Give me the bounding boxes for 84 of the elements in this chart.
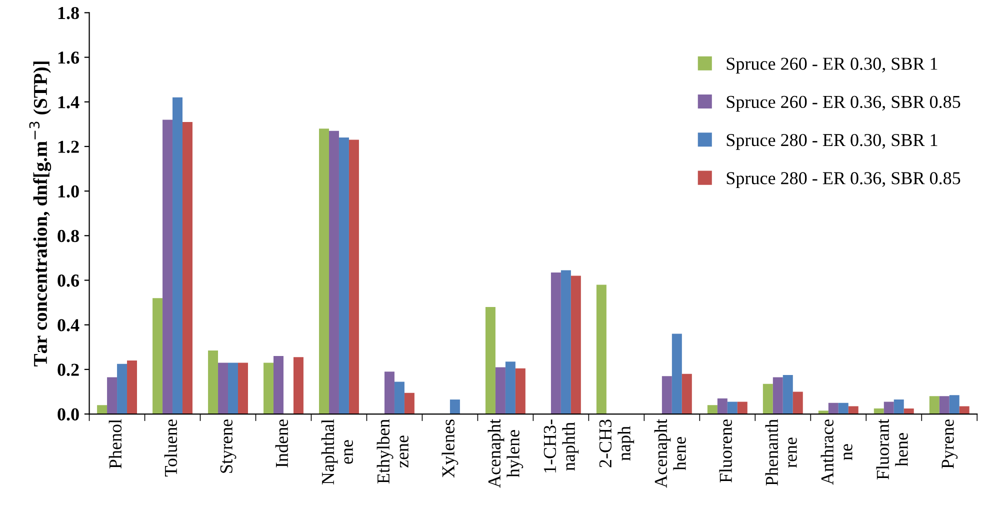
legend-label: Spruce 280 - ER 0.30, SBR 1 [726,134,938,150]
bar [172,97,183,414]
bar [782,375,793,414]
bar [97,405,108,414]
bar [818,410,828,414]
bar [485,307,496,414]
bar [182,122,192,414]
bar [792,392,803,414]
bar [495,367,506,414]
bar [772,377,783,414]
bar [208,350,218,414]
y-tick-label: 0.6 [58,274,80,287]
x-tick-label: Naphthal ene [321,419,353,485]
bar [152,298,163,414]
x-tick-label: 1-CH3- naphth [544,420,579,472]
x-tick-label: Phenanth rene [765,419,797,486]
x-tick-label: Phenol [108,419,122,469]
bar [737,402,748,414]
bar [884,402,894,414]
bar [117,364,128,414]
bar [939,396,950,414]
x-tick-label: 2-CH3 naph [599,420,634,468]
y-tick-label: 0.4 [58,319,80,332]
y-tick-label: 1.4 [58,96,80,108]
y-tick-label: 1.8 [58,6,79,20]
y-tick-label: 0.0 [58,408,79,421]
y-tick-label: 1.2 [58,140,79,153]
bar [682,374,692,414]
y-tick-label: 1.0 [58,185,79,198]
bar [338,138,349,414]
y-tick-label: 0.2 [58,364,79,376]
x-tick-label: Fluorene [719,420,732,483]
bar [107,377,118,414]
x-tick-label: Toluene [164,420,178,476]
bar [384,372,394,414]
legend-label: Spruce 280 - ER 0.36, SBR 0.85 [726,172,960,188]
y-tick-label: 0.8 [58,230,79,242]
legend-label: Spruce 260 - ER 0.36, SBR 0.85 [726,96,960,112]
bar [264,362,274,414]
x-tick-label: Styrene [220,420,236,473]
bar [596,284,606,414]
bar [727,402,738,414]
x-tick-label: Indene [275,420,288,468]
x-tick-label: Xylenes [442,420,458,478]
bar [838,402,848,414]
bar [959,406,970,414]
bar [218,362,228,414]
bar [707,405,718,414]
x-tick-label: Anthrace ne [820,420,852,485]
x-tick-label: Acenapht hene [654,418,686,488]
y-axis-title: Tar concentration, dnf[g.m$^{−3}$ (STP)] [29,62,52,366]
bar [404,392,414,414]
bar [874,408,884,414]
bar [894,400,904,414]
bar [238,362,248,414]
bar [672,334,682,414]
bar [515,368,526,414]
bar [328,130,339,414]
bar [662,376,672,414]
bar [828,402,838,414]
y-tick-label: 1.6 [58,52,80,64]
bar [274,356,284,414]
x-tick-label: Acenapht hylene [488,418,524,488]
bar [162,120,173,414]
x-tick-label: Pyrene [942,420,958,468]
bar [228,362,238,414]
bar [348,140,359,414]
bar [929,396,940,414]
bar [505,362,516,414]
bar [848,406,858,414]
bar [560,270,571,414]
bar [717,398,728,414]
bar [762,384,773,414]
bar [319,128,329,414]
legend-label: Spruce 260 - ER 0.30, SBR 1 [726,58,938,74]
bar [949,395,960,414]
bar [550,272,561,414]
bar [570,276,581,414]
x-tick-label: Ethylben zene [376,419,408,484]
bar [450,400,460,414]
bar [127,360,137,414]
bar [904,408,914,414]
bar [394,382,404,414]
bar [293,357,304,414]
